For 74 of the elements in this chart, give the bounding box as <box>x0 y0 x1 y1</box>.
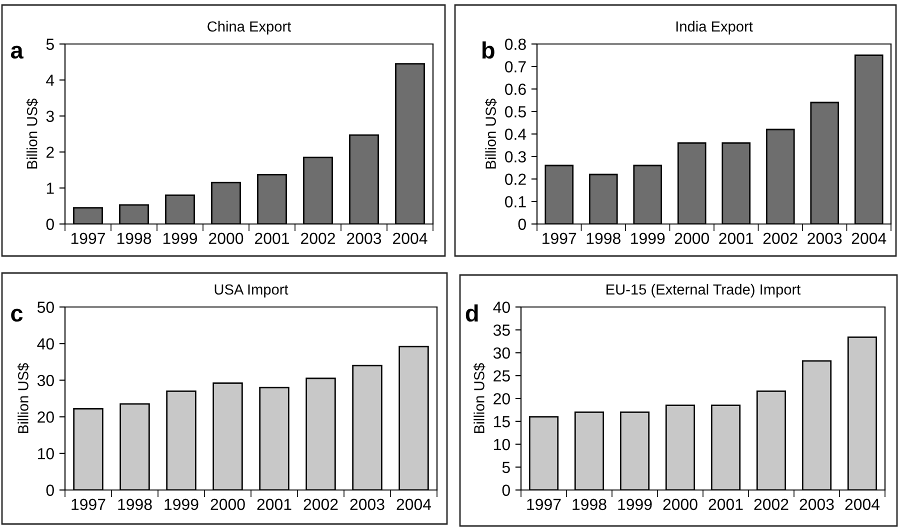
y-tick-label: 40 <box>493 302 510 313</box>
x-tick-label: 1999 <box>631 232 665 244</box>
chart-title: USA Import <box>214 284 288 298</box>
y-tick-label: 0 <box>518 218 526 230</box>
text: a <box>10 46 24 59</box>
y-tick-label: 30 <box>493 347 510 359</box>
x-tick-label: 2002 <box>304 498 338 510</box>
x-tick-label: 1997 <box>71 232 105 244</box>
chart-title: India Export <box>676 20 753 35</box>
x-tick-label: 2003 <box>350 498 384 510</box>
y-tick-label: 0 <box>502 484 510 496</box>
y-tick-label: 5 <box>46 38 54 50</box>
x-tick-label: 1999 <box>164 498 198 510</box>
y-tick-label: 25 <box>494 370 510 382</box>
y-tick-label: 0.2 <box>505 174 526 185</box>
y-tick-label: 20 <box>494 393 510 404</box>
x-tick-label: 2002 <box>301 232 335 244</box>
x-tick-label: 2004 <box>396 498 432 510</box>
y-tick-label: 0 <box>46 218 54 230</box>
x-tick-label: 2001 <box>257 498 292 510</box>
y-tick-label: 20 <box>38 411 54 423</box>
y-tick-label: 15 <box>494 416 510 428</box>
chart-title: China Export <box>208 20 292 35</box>
y-axis-title: Billion US$ <box>485 98 497 168</box>
y-tick-label: 30 <box>37 374 54 386</box>
y-tick-label: 0.3 <box>505 151 526 162</box>
y-tick-label: 1 <box>46 182 54 194</box>
x-tick-label: 2003 <box>347 232 382 244</box>
y-tick-label: 0.7 <box>505 61 526 72</box>
y-tick-label: 0.1 <box>505 196 526 208</box>
chart-title: EU-15 (External Trade) Import <box>606 284 801 298</box>
y-tick-label: 5 <box>502 462 510 474</box>
y-tick-label: 4 <box>46 74 54 86</box>
x-tick-label: 1999 <box>163 232 198 244</box>
y-tick-label: 0.4 <box>505 128 526 140</box>
y-tick-label: 40 <box>37 338 54 350</box>
x-tick-label: 2000 <box>674 232 710 244</box>
x-tick-label: 2003 <box>808 232 842 244</box>
x-tick-label: 1998 <box>118 498 152 510</box>
y-tick-label: 10 <box>494 438 510 450</box>
y-tick-label: 0 <box>46 484 54 496</box>
y-tick-label: 0.6 <box>505 84 526 95</box>
x-tick-label: 1997 <box>527 498 561 510</box>
y-tick-label: 2 <box>46 146 54 158</box>
x-tick-label: 1998 <box>586 232 620 244</box>
x-tick-label: 2000 <box>209 232 244 244</box>
x-tick-label: 1997 <box>542 232 576 244</box>
text: d <box>466 304 478 322</box>
y-axis-title: Billion US$ <box>473 363 486 433</box>
y-axis-title: Billion US$ <box>26 98 38 168</box>
text: c <box>11 308 23 322</box>
y-axis-title: Billion US$ <box>17 363 30 433</box>
y-tick-label: 0.5 <box>505 106 526 118</box>
x-tick-label: 2000 <box>210 498 245 510</box>
x-tick-label: 2004 <box>852 232 886 244</box>
x-tick-label: 2004 <box>845 498 880 510</box>
y-tick-label: 50 <box>37 302 54 313</box>
x-tick-label: 2001 <box>708 498 743 510</box>
y-tick-label: 10 <box>38 448 54 460</box>
y-tick-label: 0.8 <box>505 38 526 50</box>
x-tick-label: 2002 <box>763 232 798 244</box>
y-tick-label: 3 <box>46 110 54 122</box>
x-tick-label: 1998 <box>117 232 152 244</box>
x-tick-label: 1997 <box>72 498 106 510</box>
text: b <box>482 41 494 59</box>
x-tick-label: 2004 <box>393 232 428 244</box>
x-tick-label: 2001 <box>719 232 754 244</box>
x-tick-label: 2002 <box>754 498 788 510</box>
x-tick-label: 2003 <box>800 498 834 510</box>
x-tick-label: 2001 <box>255 232 289 244</box>
x-tick-label: 1998 <box>572 498 606 510</box>
y-tick-label: 35 <box>493 324 510 336</box>
x-tick-label: 2000 <box>663 498 698 510</box>
x-tick-label: 1999 <box>618 498 652 510</box>
